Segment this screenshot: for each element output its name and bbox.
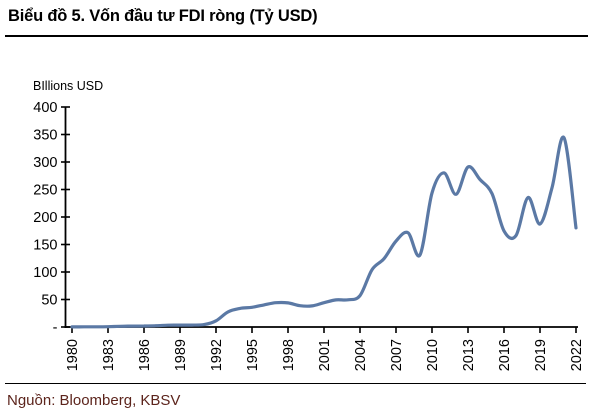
- x-tick-label: 1983: [101, 339, 117, 371]
- x-tick-label: 1980: [65, 339, 81, 371]
- footer-divider: [5, 383, 586, 385]
- y-tick-label: 100: [33, 265, 57, 281]
- x-tick-label: 2022: [569, 339, 585, 371]
- chart-title: Biểu đồ 5. Vốn đầu tư FDI ròng (Tỷ USD): [8, 7, 318, 25]
- y-axis-title: BIllions USD: [33, 79, 104, 93]
- x-tick-label: 2007: [389, 339, 405, 371]
- y-tick-label: -: [53, 320, 58, 336]
- x-tick-label: 1995: [245, 339, 261, 371]
- y-tick-label: 300: [33, 155, 57, 171]
- x-tick-label: 2019: [533, 339, 549, 371]
- y-tick-label: 250: [33, 183, 57, 199]
- title-divider: [5, 35, 588, 37]
- y-tick-label: 400: [33, 100, 57, 116]
- x-tick-label: 2013: [461, 339, 477, 371]
- source-note: Nguồn: Bloomberg, KBSV: [7, 392, 181, 409]
- y-tick-label: 200: [33, 210, 57, 226]
- x-tick-label: 2001: [317, 339, 333, 371]
- x-tick-label: 1989: [173, 339, 189, 371]
- y-tick-label: 50: [41, 293, 57, 309]
- x-tick-label: 2004: [353, 339, 369, 371]
- x-tick-label: 2010: [425, 339, 441, 371]
- x-tick-label: 1992: [209, 339, 225, 371]
- fdi-series-line: [70, 135, 578, 329]
- y-tick-label: 350: [33, 128, 57, 144]
- x-tick-label: 2016: [497, 339, 513, 371]
- x-tick-label: 1998: [281, 339, 297, 371]
- x-tick-label: 1986: [137, 339, 153, 371]
- y-tick-label: 150: [33, 238, 57, 254]
